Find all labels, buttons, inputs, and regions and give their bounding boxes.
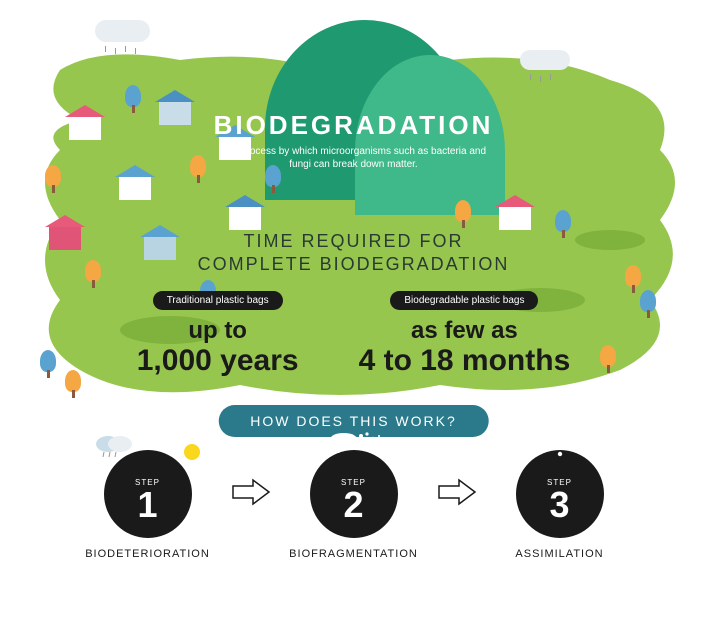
comparison-row: Traditional plastic bags up to 1,000 yea… <box>0 290 707 377</box>
house <box>225 195 265 230</box>
tree <box>125 85 141 113</box>
cloud-right <box>520 50 570 70</box>
step-2: STEP 2 BIOFRAGMENTATION <box>289 450 419 560</box>
particles-icon <box>525 432 595 462</box>
fragment-icon <box>319 428 389 458</box>
tree <box>455 200 471 228</box>
arrow-icon <box>231 478 271 506</box>
comparison-biodegradable: Biodegradable plastic bags as few as 4 t… <box>359 290 571 377</box>
weather-cloud-icon <box>94 432 136 463</box>
steps-row: STEP 1 BIODETERIORATION STEP 2 BIOFRAGME… <box>0 450 707 560</box>
pill-biodegradable: Biodegradable plastic bags <box>390 291 538 310</box>
main-title: BIODEGRADATION <box>0 110 707 141</box>
step-1-name: BIODETERIORATION <box>83 548 213 560</box>
step-3-name: ASSIMILATION <box>495 548 625 560</box>
pill-traditional: Traditional plastic bags <box>153 291 283 310</box>
main-subtitle: The process by which microorganisms such… <box>214 145 494 171</box>
title-block: BIODEGRADATION The process by which micr… <box>0 110 707 171</box>
step-1: STEP 1 BIODETERIORATION <box>83 450 213 560</box>
step-2-circle: STEP 2 <box>310 450 398 538</box>
comparison-heading: TIME REQUIRED FOR COMPLETE BIODEGRADATIO… <box>0 230 707 277</box>
step-3: STEP 3 ASSIMILATION <box>495 450 625 560</box>
sun-icon <box>184 444 200 460</box>
step-2-name: BIOFRAGMENTATION <box>289 548 419 560</box>
comparison-traditional: Traditional plastic bags up to 1,000 yea… <box>137 290 299 377</box>
step-1-circle: STEP 1 <box>104 450 192 538</box>
cloud-left <box>95 20 150 42</box>
step-3-circle: STEP 3 <box>516 450 604 538</box>
house <box>495 195 535 230</box>
arrow-icon <box>437 478 477 506</box>
